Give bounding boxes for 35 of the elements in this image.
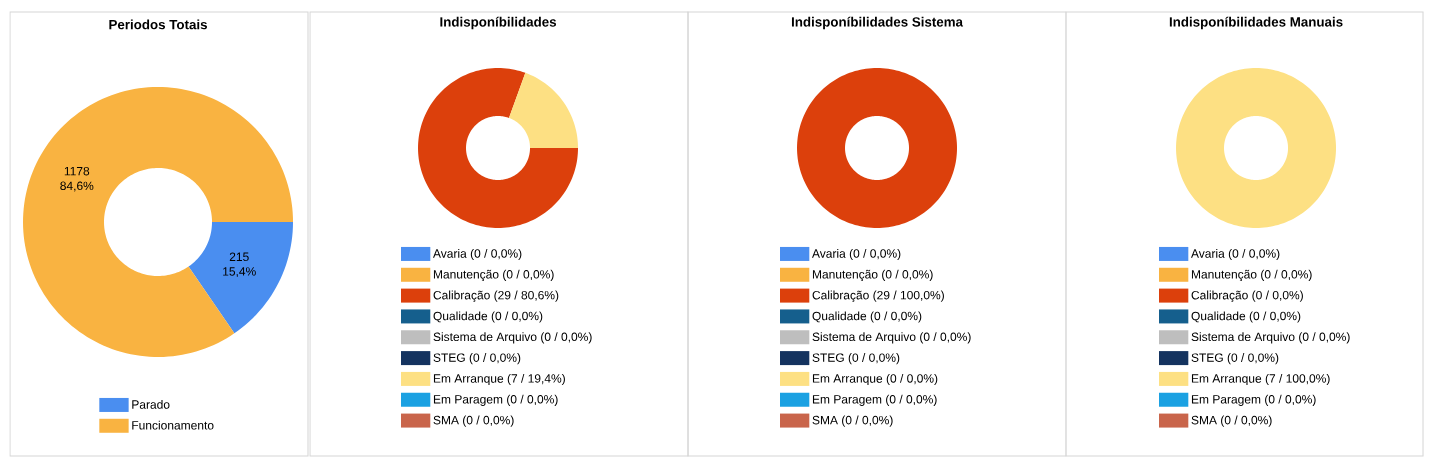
legend-label: Sistema de Arquivo (0 / 0,0%) <box>433 332 592 344</box>
data-label: 215 15,4% <box>223 252 256 278</box>
data-label: 1178 84,6% <box>60 166 94 192</box>
legend-label: Calibração (0 / 0,0%) <box>1191 290 1303 302</box>
legend-label: Manutenção (0 / 0,0%) <box>812 269 933 282</box>
legend-label: Qualidade (0 / 0,0%) <box>812 311 922 323</box>
legend-label: Funcionamento <box>132 420 214 430</box>
legend-label: Em Arranque (7 / 19,4%) <box>433 373 565 386</box>
legend-label: Qualidade (0 / 0,0%) <box>1191 311 1301 323</box>
legend-label: Em Paragem (0 / 0,0%) <box>812 394 937 406</box>
legend-label: Sistema de Arquivo (0 / 0,0%) <box>1191 332 1350 344</box>
legend-label: Em Arranque (7 / 100,0%) <box>1191 373 1330 386</box>
legend-label: SMA (0 / 0,0%) <box>1191 415 1272 427</box>
legend-label: Manutenção (0 / 0,0%) <box>433 269 554 282</box>
legend-label: Manutenção (0 / 0,0%) <box>1191 269 1312 282</box>
legend-label: STEG (0 / 0,0%) <box>1191 353 1279 365</box>
legend-label: Parado <box>132 399 170 409</box>
legend-label: Avaria (0 / 0,0%) <box>432 248 522 261</box>
legend-label: SMA (0 / 0,0%) <box>433 415 514 427</box>
legend-label: SMA (0 / 0,0%) <box>812 415 893 427</box>
chart-title: Periodos Totais <box>109 19 207 30</box>
legend-label: Calibração (29 / 80,6%) <box>433 290 559 302</box>
legend-label: Qualidade (0 / 0,0%) <box>433 311 543 323</box>
chart-title: Indisponíbilidades Manuais <box>1169 16 1343 30</box>
legend-label: Em Arranque (0 / 0,0%) <box>812 373 938 386</box>
chart-title: Indisponíbilidades Sistema <box>791 16 964 30</box>
legend-label: Sistema de Arquivo (0 / 0,0%) <box>812 332 971 344</box>
legend-label: Em Paragem (0 / 0,0%) <box>433 394 558 406</box>
legend-label: Calibração (29 / 100,0%) <box>812 290 944 302</box>
legend-label: Avaria (0 / 0,0%) <box>1191 248 1280 261</box>
chart-title: Indisponíbilidades <box>440 16 557 30</box>
legend-label: STEG (0 / 0,0%) <box>812 353 900 365</box>
legend-label: STEG (0 / 0,0%) <box>433 353 521 365</box>
legend-label: Avaria (0 / 0,0%) <box>812 248 901 261</box>
legend-label: Em Paragem (0 / 0,0%) <box>1191 394 1316 406</box>
